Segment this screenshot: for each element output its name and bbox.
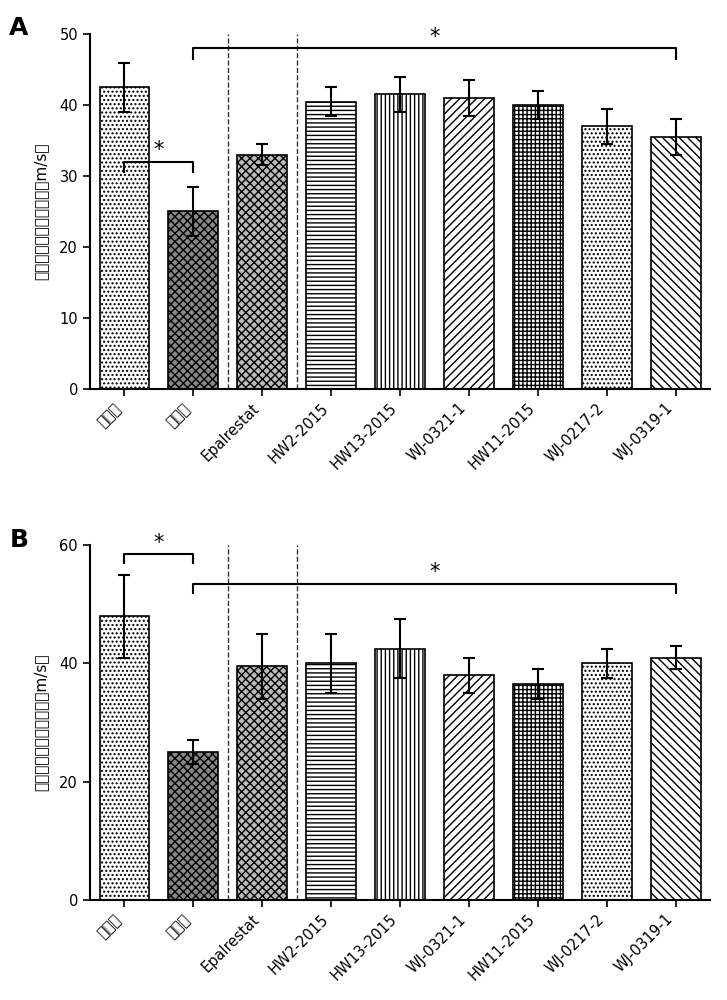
Bar (169, 752, 218, 900)
Bar (375, 649, 425, 900)
Text: *: * (153, 533, 164, 553)
Text: A: A (9, 16, 28, 40)
Bar (513, 684, 563, 900)
Bar (375, 94, 425, 389)
Bar (582, 663, 632, 900)
Text: *: * (153, 140, 164, 160)
Bar (444, 98, 494, 389)
Bar (651, 137, 701, 389)
Bar (238, 155, 287, 389)
Y-axis label: 坐骨运动神经传导速度（m/s）: 坐骨运动神经传导速度（m/s） (33, 143, 48, 280)
Text: *: * (430, 562, 440, 582)
Bar (444, 675, 494, 900)
Bar (306, 663, 356, 900)
Bar (306, 102, 356, 389)
Bar (169, 211, 218, 389)
Text: B: B (9, 528, 28, 552)
Text: *: * (430, 27, 440, 47)
Bar (582, 126, 632, 389)
Bar (100, 616, 149, 900)
Bar (238, 666, 287, 900)
Bar (100, 87, 149, 389)
Bar (651, 658, 701, 900)
Y-axis label: 坐骨感觉神经传导速度（m/s）: 坐骨感觉神经传导速度（m/s） (33, 654, 48, 791)
Bar (513, 105, 563, 389)
